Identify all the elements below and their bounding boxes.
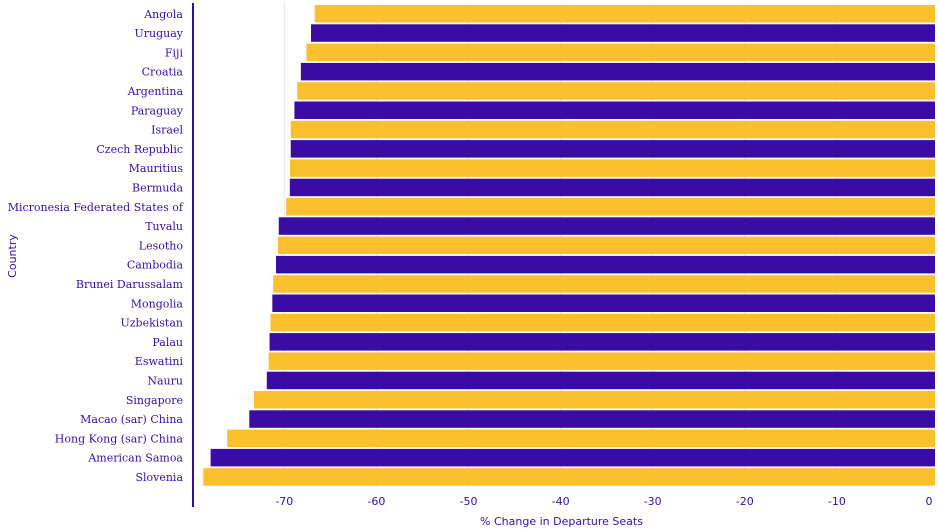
category-label: Cambodia [127, 259, 184, 272]
category-label: Micronesia Federated States of [8, 201, 184, 214]
category-labels: Angola Uruguay Fiji Croatia Argentina Paragua… [8, 8, 184, 484]
bar [294, 101, 935, 119]
category-label: Eswatini [135, 355, 184, 368]
category-label: Uzbekistan [120, 317, 183, 330]
category-label: American Samoa [87, 452, 183, 465]
category-label: Singapore [126, 394, 183, 407]
bar [270, 313, 935, 332]
x-tick-label: -20 [736, 495, 754, 508]
x-tick-label: -10 [828, 495, 846, 508]
category-label: Nauru [147, 374, 183, 387]
bar [297, 82, 936, 100]
bar [306, 43, 935, 62]
category-label: Czech Republic [96, 143, 183, 156]
category-label: Angola [143, 8, 183, 21]
x-tick-label: -70 [275, 495, 293, 508]
category-label: Bermuda [132, 181, 183, 194]
category-label: Tuvalu [145, 220, 183, 233]
x-tick-label: -40 [552, 495, 570, 508]
bar [289, 178, 935, 197]
bar [253, 391, 936, 409]
x-tick-label: -30 [644, 495, 662, 508]
bar [290, 120, 935, 139]
category-label: Mauritius [129, 162, 184, 175]
category-label: Brunei Darussalam [76, 278, 184, 291]
bar [249, 410, 935, 428]
x-axis-title: % Change in Departure Seats [480, 515, 643, 528]
bar [314, 5, 935, 23]
category-label: Hong Kong (sar) China [55, 432, 184, 445]
bar [266, 371, 935, 390]
category-label: Fiji [165, 46, 184, 59]
bar [269, 333, 936, 351]
category-label: Lesotho [139, 239, 184, 252]
category-label: Palau [152, 336, 183, 349]
category-label: Uruguay [134, 27, 183, 40]
x-tick-label: 0 [926, 495, 933, 508]
bar [227, 429, 935, 448]
bar [311, 24, 935, 42]
y-axis-title: Country [6, 234, 19, 278]
category-label: Macao (sar) China [80, 413, 183, 426]
category-label: Israel [151, 124, 183, 137]
category-label: Croatia [142, 66, 184, 79]
x-tick-label: -60 [367, 495, 385, 508]
bar [290, 140, 935, 158]
category-label: Slovenia [135, 471, 183, 484]
bar [289, 159, 935, 177]
bar [278, 217, 935, 235]
x-tick-label: -50 [460, 495, 478, 508]
bar [210, 448, 935, 467]
bars [203, 5, 936, 486]
category-label: Argentina [127, 85, 184, 98]
bar [286, 198, 936, 216]
bar [272, 294, 935, 312]
bar [276, 255, 935, 274]
bar [300, 62, 935, 81]
bar [268, 352, 935, 370]
bar [277, 236, 935, 255]
category-label: Mongolia [131, 297, 184, 310]
bar [273, 275, 935, 293]
x-tick-labels: -70 -60 -50 -40 -30 -20 -10 0 [275, 495, 932, 508]
category-label: Paraguay [131, 104, 184, 117]
bar [203, 468, 935, 486]
